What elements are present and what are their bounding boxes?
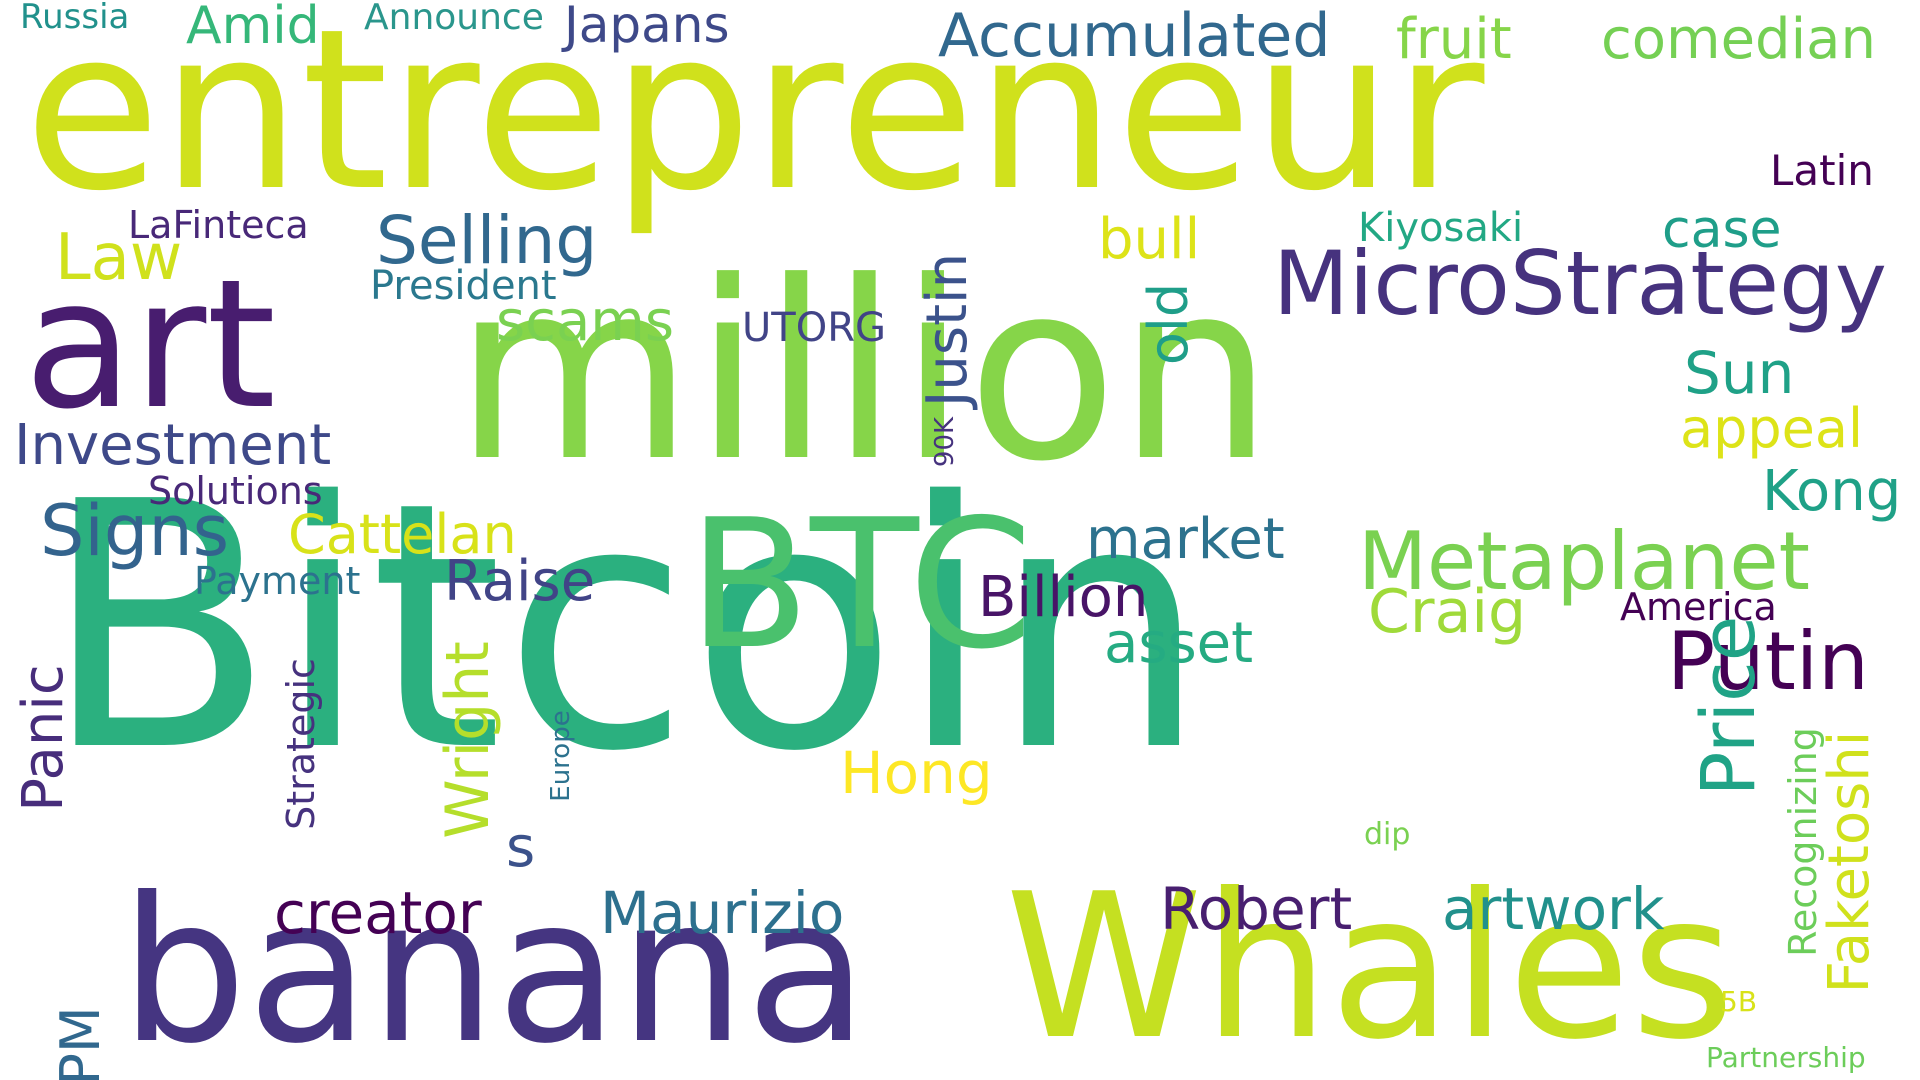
cloud-word: Law [55, 221, 183, 295]
cloud-word: Accumulated [938, 1, 1331, 71]
cloud-word: Europe [546, 710, 576, 802]
cloud-word: Payment [194, 559, 361, 603]
cloud-word: case [1662, 200, 1782, 260]
cloud-word: 90K [930, 416, 960, 468]
cloud-word: Putin [1667, 615, 1869, 708]
cloud-word: JPM [49, 1006, 112, 1080]
cloud-word: Price [1686, 615, 1772, 797]
cloud-word: LaFinteca [128, 203, 309, 247]
cloud-word: dip [1364, 817, 1411, 852]
cloud-word: artwork [1442, 875, 1665, 943]
cloud-word: market [1086, 507, 1285, 572]
cloud-word: America [1620, 585, 1777, 629]
cloud-word: banana [120, 855, 869, 1080]
cloud-word: Panic [11, 664, 76, 812]
cloud-word: Maurizio [600, 879, 845, 947]
cloud-word: bull [1098, 207, 1201, 272]
cloud-word: comedian [1601, 7, 1876, 72]
cloud-word: scams [496, 289, 675, 354]
cloud-word: Strategic [279, 658, 323, 830]
cloud-word: Wright [433, 641, 503, 839]
cloud-word: entrepreneur [24, 0, 1485, 240]
cloud-word: Craig [1368, 577, 1527, 647]
cloud-word: Raise [444, 549, 596, 614]
cloud-word: Bitcoin [42, 430, 1208, 826]
cloud-word: Metaplanet [1358, 515, 1810, 608]
cloud-word: appeal [1680, 397, 1863, 460]
cloud-word: President [370, 263, 557, 309]
cloud-word: Faketoshi [1817, 730, 1882, 994]
cloud-word: Hong [840, 739, 993, 807]
cloud-word: asset [1104, 611, 1254, 676]
cloud-word: s [506, 815, 536, 880]
cloud-word: old [1137, 282, 1200, 366]
cloud-word: art [24, 241, 277, 448]
cloud-word: Robert [1160, 875, 1353, 943]
cloud-word: Latin [1770, 146, 1874, 195]
cloud-word: Amid [186, 0, 320, 56]
cloud-word: Selling [376, 202, 598, 279]
cloud-word: Kiyosaki [1358, 205, 1524, 251]
cloud-word: Sun [1684, 339, 1795, 407]
cloud-word: Japans [564, 0, 730, 54]
cloud-word: BTC [688, 481, 1033, 688]
cloud-word: 5B [1720, 985, 1758, 1018]
cloud-word: Investment [14, 413, 332, 478]
cloud-word: million [454, 230, 1274, 516]
cloud-word: Kong [1762, 459, 1902, 524]
cloud-word: Russia [20, 0, 130, 37]
cloud-word: fruit [1396, 7, 1512, 72]
cloud-word: MicroStrategy [1273, 232, 1887, 335]
cloud-word: Cattelan [288, 503, 517, 566]
cloud-word: UTORG [742, 305, 886, 351]
cloud-word: Announce [364, 0, 544, 38]
cloud-word: Billion [978, 565, 1149, 630]
cloud-word: Justin [915, 252, 980, 408]
cloud-word: creator [274, 879, 482, 947]
cloud-word: Signs [40, 490, 230, 572]
cloud-word: Whales [1005, 851, 1735, 1080]
cloud-word: Solutions [148, 469, 323, 513]
cloud-word: Partnership [1706, 1041, 1866, 1074]
